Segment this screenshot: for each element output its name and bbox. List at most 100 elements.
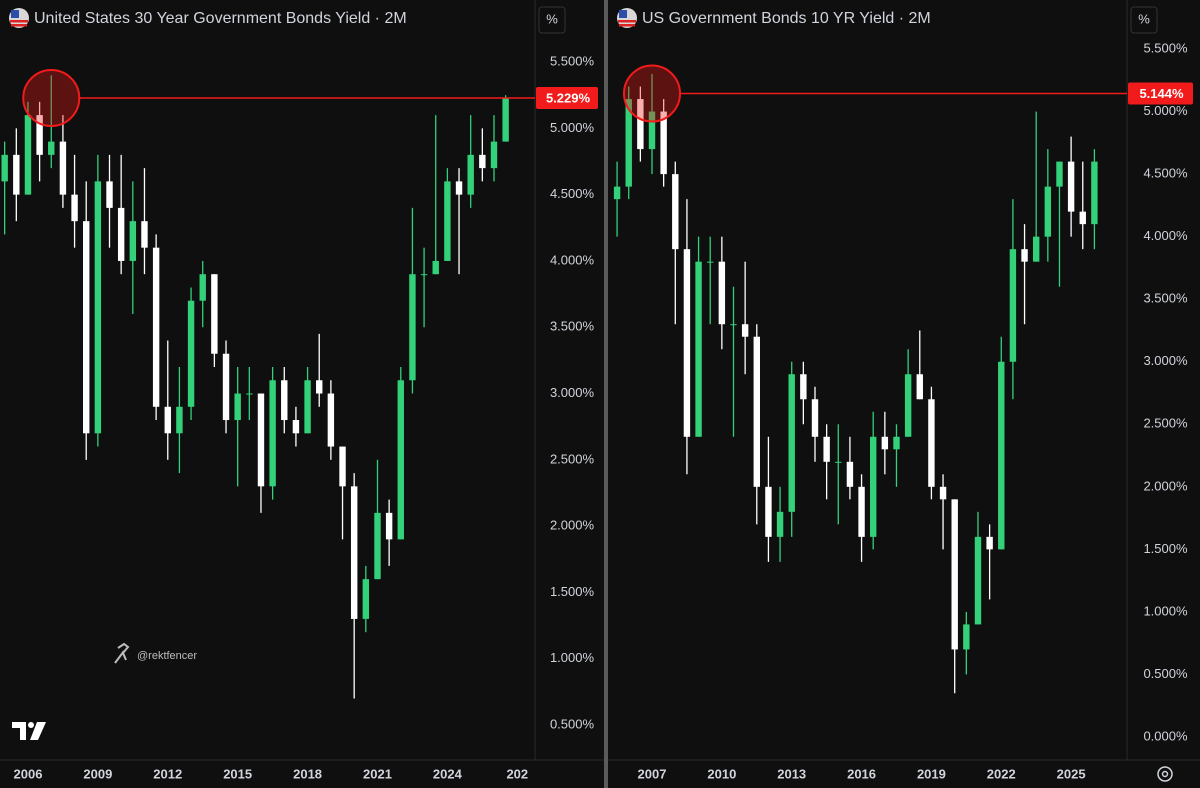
candle-body <box>246 393 253 395</box>
candle-body <box>83 221 90 434</box>
candle-body <box>292 420 300 434</box>
candle-body <box>269 380 276 487</box>
candle-body <box>893 436 900 450</box>
candle-body <box>339 446 346 487</box>
x-tick-label: 2018 <box>293 766 322 781</box>
unit-label: % <box>1138 11 1150 26</box>
unit-box <box>1130 6 1158 34</box>
watermark-icon <box>114 642 130 664</box>
y-tick-label: 0.500% <box>1143 666 1188 681</box>
x-tick-label: 2025 <box>1057 766 1086 781</box>
candle-body <box>800 374 807 400</box>
candle-body <box>222 353 230 421</box>
y-tick-label: 2.000% <box>1143 478 1188 493</box>
candle-body <box>637 99 644 150</box>
candle-body <box>939 486 947 500</box>
x-tick-label: 2010 <box>707 766 736 781</box>
candle-body <box>304 380 311 434</box>
panel: 0.500% 1.000% 1.500% 2.000% 2.500% 3.000% 3.50… <box>1 4 598 781</box>
candle-body <box>904 374 912 437</box>
candle-body <box>187 300 195 407</box>
candle-body <box>695 261 702 437</box>
x-tick-label: 2012 <box>153 766 182 781</box>
candle-body <box>870 436 877 537</box>
flag-stripe <box>618 20 636 23</box>
candle-body <box>48 141 55 155</box>
flag-canton <box>619 10 627 18</box>
candle-body <box>490 141 498 169</box>
y-tick-label: 5.000% <box>550 120 595 135</box>
candle-body <box>59 141 67 195</box>
candle-body <box>1021 249 1028 262</box>
unit-label: % <box>546 11 558 26</box>
candle-body <box>951 499 958 650</box>
candle-body <box>432 260 439 275</box>
y-tick-label: 3.500% <box>550 319 595 334</box>
candle-body <box>350 486 358 619</box>
candle-body <box>916 374 923 400</box>
candle-body <box>409 274 416 381</box>
candle-body <box>1091 161 1098 225</box>
y-tick-label: 3.500% <box>1143 291 1188 306</box>
candle-body <box>1 154 8 182</box>
flag-stripe <box>10 20 28 23</box>
gear-center <box>1161 770 1169 778</box>
candle-body <box>741 324 749 337</box>
candle-body <box>374 512 381 580</box>
price-label-bg <box>536 86 598 109</box>
title-bg <box>4 4 484 32</box>
candle-body <box>36 115 43 155</box>
y-tick-label: 1.000% <box>550 650 595 665</box>
logo-part <box>30 722 46 740</box>
candle-body <box>858 486 865 537</box>
tradingview-logo <box>12 722 46 740</box>
x-tick-label: 2021 <box>363 766 392 781</box>
y-tick-label: 3.000% <box>1143 353 1188 368</box>
candle-body <box>106 181 113 208</box>
y-tick-label: 4.000% <box>1143 228 1188 243</box>
candle-body <box>648 111 656 150</box>
candle-body <box>998 361 1005 550</box>
candle-body <box>718 261 726 325</box>
candle-body <box>730 324 737 326</box>
candle-body <box>199 274 206 301</box>
y-tick-label: 2.000% <box>550 518 595 533</box>
x-tick-label: 2007 <box>638 766 667 781</box>
y-tick-label: 3.000% <box>550 385 595 400</box>
logo-part <box>12 722 26 740</box>
x-tick-label: 2024 <box>433 766 463 781</box>
candle-body <box>24 115 32 195</box>
candle-body <box>1079 211 1086 225</box>
y-tick-label: 5.500% <box>1143 40 1188 55</box>
y-tick-label: 5.500% <box>550 53 595 68</box>
settings-icon <box>1157 766 1173 782</box>
candle-body <box>974 536 982 625</box>
candle-body <box>455 181 463 195</box>
y-tick-label: 2.500% <box>550 451 595 466</box>
panel-divider <box>604 0 608 788</box>
candle-body <box>613 186 621 200</box>
candle-body <box>625 99 632 187</box>
watermark: @rektfencer <box>137 650 197 662</box>
price-label: 5.229% <box>546 90 591 105</box>
candle-body <box>963 624 970 650</box>
x-tick-label: 2013 <box>777 766 806 781</box>
price-label-bg <box>1128 82 1193 105</box>
candle-body <box>129 221 137 261</box>
x-tick-label: 2022 <box>987 766 1016 781</box>
y-tick-label: 0.000% <box>1143 728 1188 743</box>
candle-body <box>479 154 486 169</box>
highlight-circle <box>623 64 682 123</box>
candle-body <box>13 154 20 195</box>
candle-body <box>928 399 935 487</box>
x-tick-label: 2009 <box>83 766 112 781</box>
gear-outline <box>1157 766 1173 782</box>
flag-canton <box>11 10 19 18</box>
candle-body <box>1044 186 1052 237</box>
flag-stripe <box>11 24 27 27</box>
unit-box <box>538 6 566 34</box>
candle-body <box>1009 249 1017 362</box>
candle-body <box>117 207 125 261</box>
candle-body <box>234 393 241 421</box>
candle-body <box>788 374 795 512</box>
